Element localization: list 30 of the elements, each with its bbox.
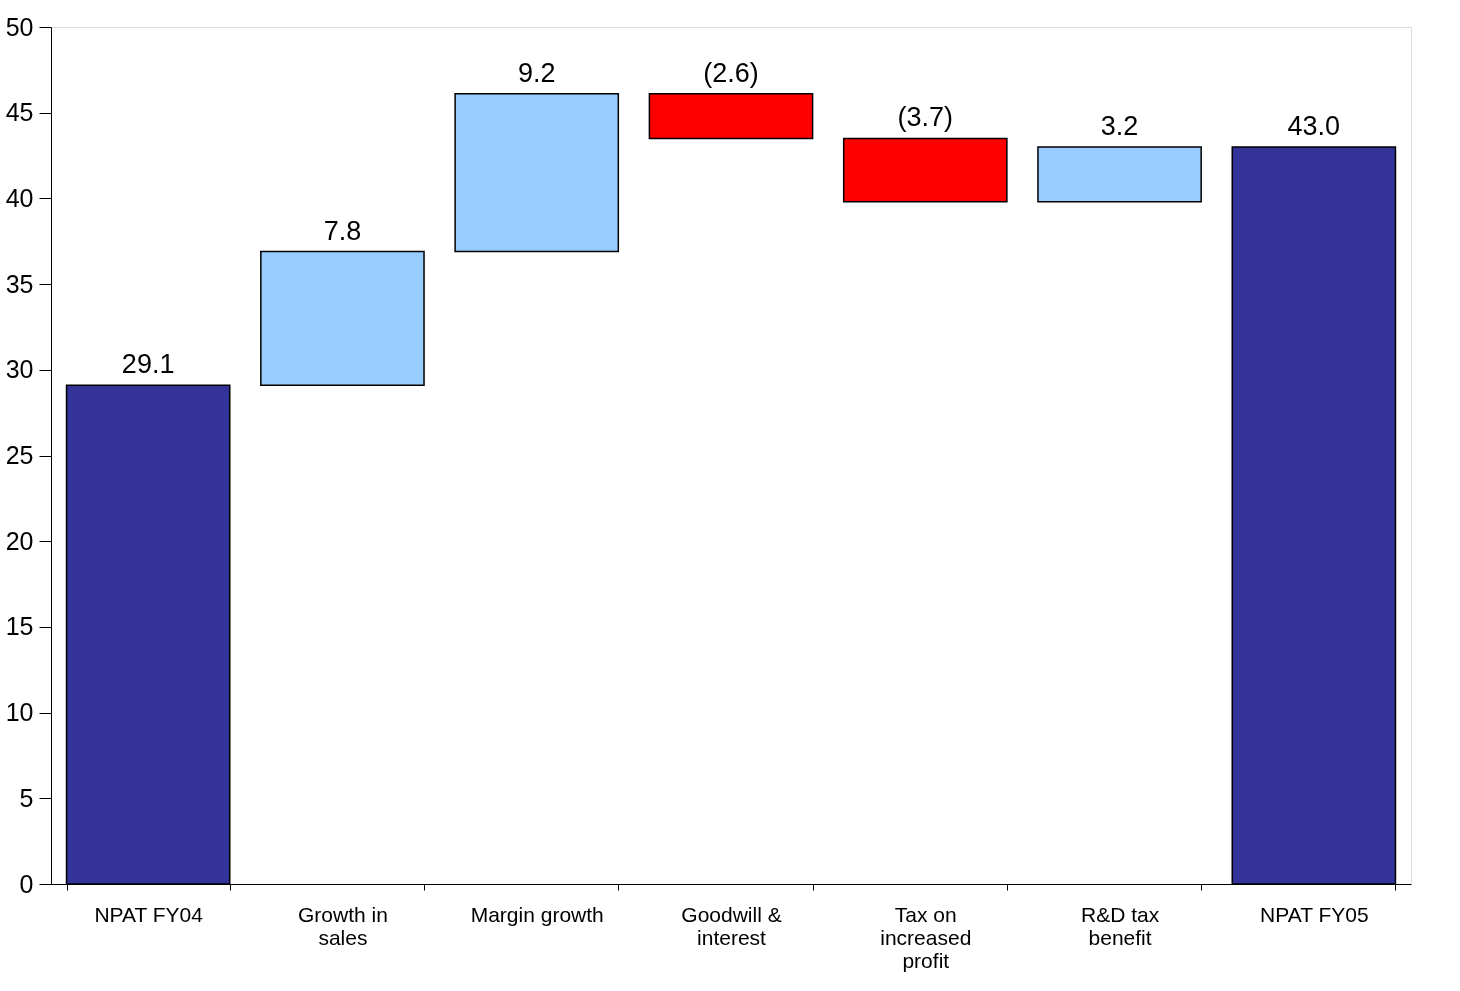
bar xyxy=(1037,146,1202,203)
y-tick-label: 25 xyxy=(5,441,34,469)
bar xyxy=(260,250,425,386)
y-tick-label: 20 xyxy=(5,526,34,555)
y-tick-label: 10 xyxy=(5,698,34,727)
y-tick-label: 0 xyxy=(19,869,34,898)
y-tick-label: 45 xyxy=(5,98,34,127)
bar xyxy=(454,93,620,253)
data-label: 29.1 xyxy=(121,349,175,380)
data-label: 3.2 xyxy=(1100,110,1139,141)
data-label: 7.8 xyxy=(323,215,362,246)
y-tick-label: 30 xyxy=(5,355,34,384)
bar xyxy=(842,137,1008,203)
x-tick-label: NPAT FY04 xyxy=(94,902,204,926)
data-label: 9.2 xyxy=(517,57,556,88)
y-tick-label: 5 xyxy=(19,783,34,812)
x-tick-label: R&D tax benefit xyxy=(1080,902,1160,949)
x-tick-label: NPAT FY05 xyxy=(1260,902,1369,926)
y-tick-label: 35 xyxy=(5,269,34,298)
bar xyxy=(648,93,814,140)
data-label: (3.7) xyxy=(897,102,954,133)
x-tick-label: Goodwill & interest xyxy=(681,902,782,949)
y-tick-label: 15 xyxy=(5,612,34,641)
y-tick-label: 50 xyxy=(5,12,34,41)
x-tick-label: Margin growth xyxy=(470,902,604,926)
x-tick-label: Growth in sales xyxy=(297,902,388,949)
data-label: 43.0 xyxy=(1287,110,1341,141)
data-label: (2.6) xyxy=(703,57,759,88)
y-tick-label: 40 xyxy=(5,183,34,212)
x-tick-label: Tax on increased profit xyxy=(880,902,972,972)
